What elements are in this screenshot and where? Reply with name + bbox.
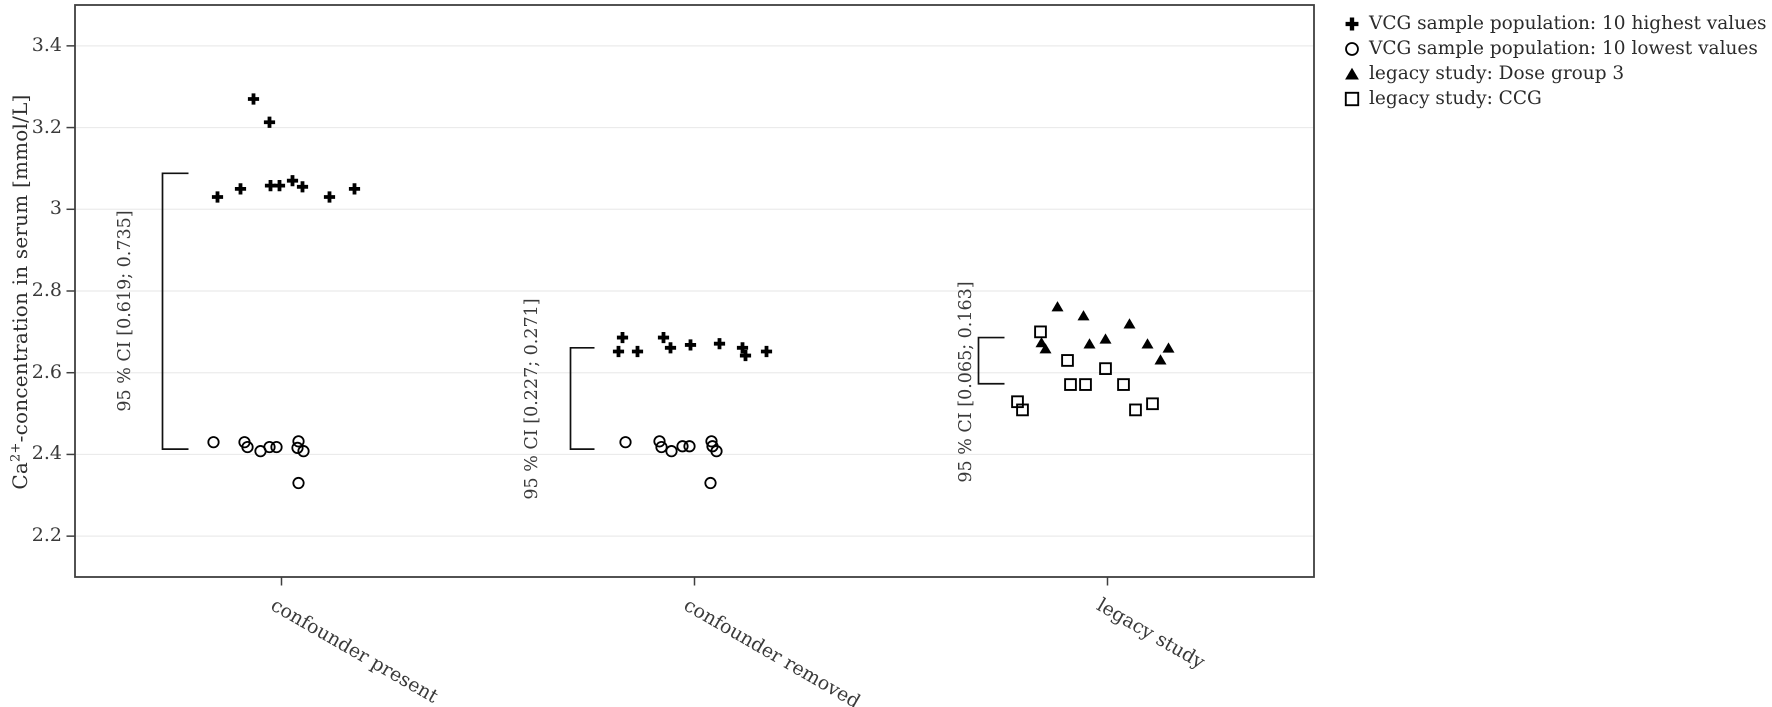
data-point-open-square xyxy=(1064,378,1077,391)
legend-label: legacy study: CCG xyxy=(1369,88,1542,109)
data-point-filled-triangle xyxy=(1083,338,1096,349)
data-point-open-circle xyxy=(653,435,666,448)
data-point-heavy-plus xyxy=(736,342,749,354)
legend-heavy-plus-icon xyxy=(1340,12,1364,36)
legend-marker-canvas xyxy=(1344,91,1360,106)
data-point-heavy-plus xyxy=(273,179,286,192)
data-point-heavy-plus xyxy=(612,345,625,358)
data-point-filled-triangle xyxy=(1099,333,1112,344)
data-point-open-square xyxy=(1129,403,1142,417)
y-tick-label: 2.2 xyxy=(31,524,62,547)
data-point-open-circle xyxy=(297,445,310,458)
legend-marker-canvas xyxy=(1345,67,1359,80)
ci-bracket xyxy=(569,346,595,450)
data-point-heavy-plus xyxy=(296,181,309,193)
data-point-open-circle xyxy=(292,476,305,490)
data-point-filled-triangle xyxy=(1051,301,1064,312)
data-point-open-circle xyxy=(241,440,254,454)
y-tick-label: 2.8 xyxy=(31,279,62,301)
legend-marker-canvas xyxy=(1345,41,1359,56)
data-point-heavy-plus xyxy=(323,191,336,203)
data-point-open-circle xyxy=(270,440,283,454)
legend-label: VCG sample population: 10 highest values xyxy=(1369,13,1767,34)
data-point-open-square xyxy=(1099,362,1112,375)
data-point-heavy-plus xyxy=(234,183,247,195)
data-point-filled-triangle xyxy=(1039,343,1052,354)
data-point-heavy-plus xyxy=(263,116,276,128)
data-point-heavy-plus xyxy=(657,331,670,344)
data-point-heavy-plus xyxy=(616,331,629,344)
y-tick-label: 2.6 xyxy=(31,360,62,383)
data-point-heavy-plus xyxy=(1345,17,1359,30)
y-axis-label-prefix: Ca xyxy=(8,461,32,490)
data-point-heavy-plus xyxy=(348,183,361,195)
legend-filled-triangle-icon xyxy=(1340,62,1364,86)
ci-bracket-label: 95 % CI [0.227; 0.271] xyxy=(521,298,542,500)
data-point-open-circle xyxy=(683,440,696,453)
data-point-open-circle xyxy=(665,445,678,458)
data-point-open-circle xyxy=(292,435,305,448)
data-point-filled-triangle xyxy=(1154,354,1167,365)
data-point-open-square xyxy=(1034,325,1047,339)
data-point-open-circle xyxy=(710,445,723,458)
legend-label: VCG sample population: 10 lowest values xyxy=(1369,38,1758,59)
data-point-open-square xyxy=(1016,403,1029,417)
data-point-heavy-plus xyxy=(760,345,773,358)
data-point-open-circle xyxy=(655,440,668,454)
data-point-open-square xyxy=(1079,378,1092,391)
data-point-open-circle xyxy=(619,436,632,449)
data-point-open-square xyxy=(1061,354,1074,367)
data-point-open-circle xyxy=(207,436,220,449)
ci-bracket xyxy=(977,336,1005,385)
y-tick-label: 3.2 xyxy=(31,115,62,138)
data-point-filled-triangle xyxy=(1162,342,1175,353)
data-point-heavy-plus xyxy=(264,179,277,192)
data-point-heavy-plus xyxy=(684,339,697,351)
legend-open-circle-icon xyxy=(1340,37,1364,61)
legend-item: VCG sample population: 10 lowest values xyxy=(1340,36,1767,61)
legend-item: legacy study: CCG xyxy=(1340,86,1767,111)
data-point-open-circle xyxy=(1345,41,1359,56)
data-point-open-circle xyxy=(705,435,718,448)
data-point-heavy-plus xyxy=(631,345,644,358)
ci-bracket xyxy=(161,172,189,450)
y-tick-label: 3.4 xyxy=(31,33,62,56)
data-point-heavy-plus xyxy=(286,175,299,187)
ci-bracket-label: 95 % CI [0.619; 0.735] xyxy=(114,210,135,412)
data-point-filled-triangle xyxy=(1123,318,1136,329)
ci-bracket-label: 95 % CI [0.065; 0.163] xyxy=(955,281,976,483)
legend-item: VCG sample population: 10 highest values xyxy=(1340,11,1767,36)
data-point-open-square xyxy=(1146,397,1159,411)
y-tick-label: 3 xyxy=(49,197,62,220)
data-point-open-circle xyxy=(676,440,689,453)
data-point-heavy-plus xyxy=(739,349,752,362)
data-point-open-circle xyxy=(704,476,717,490)
data-point-open-square xyxy=(1344,91,1360,106)
legend: VCG sample population: 10 highest values… xyxy=(1340,11,1767,111)
y-axis-label-suffix: -concentration in serum [mmol/L] xyxy=(8,94,32,443)
data-point-open-square xyxy=(1117,378,1130,391)
legend-open-square-icon xyxy=(1340,87,1364,111)
data-point-filled-triangle xyxy=(1077,310,1090,321)
data-point-heavy-plus xyxy=(664,342,677,354)
data-point-filled-triangle xyxy=(1141,338,1154,349)
legend-label: legacy study: Dose group 3 xyxy=(1369,63,1625,84)
legend-marker-canvas xyxy=(1345,17,1359,30)
data-point-filled-triangle xyxy=(1345,67,1359,80)
data-point-filled-triangle xyxy=(1035,337,1048,348)
data-point-heavy-plus xyxy=(713,338,726,350)
data-point-heavy-plus xyxy=(211,191,224,203)
data-point-heavy-plus xyxy=(247,93,260,105)
y-tick-label: 2.4 xyxy=(31,442,62,465)
data-point-open-circle xyxy=(291,441,304,454)
data-point-open-circle xyxy=(263,440,276,454)
legend-item: legacy study: Dose group 3 xyxy=(1340,61,1767,86)
